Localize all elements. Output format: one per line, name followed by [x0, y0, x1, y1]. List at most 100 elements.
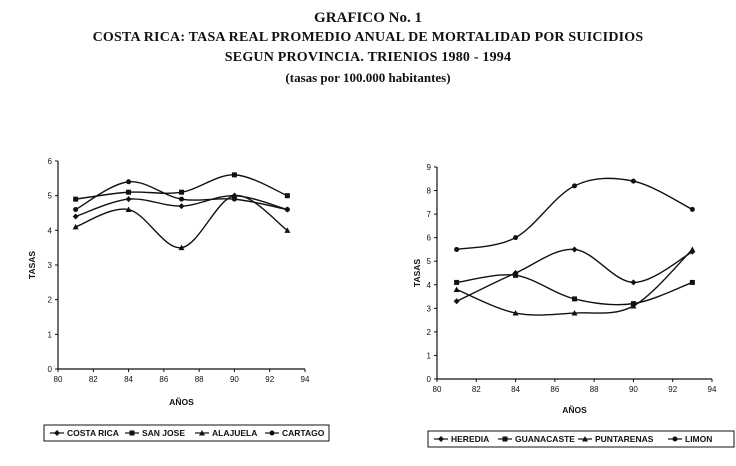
legend-entry-label: PUNTARENAS — [595, 434, 654, 444]
legend-entry-label: COSTA RICA — [67, 428, 119, 438]
data-point — [73, 196, 79, 202]
data-point — [689, 246, 696, 252]
x-tick-label: 80 — [54, 375, 63, 384]
data-point — [512, 310, 519, 316]
data-point — [179, 189, 184, 195]
data-point — [513, 235, 519, 241]
data-point — [571, 246, 578, 253]
y-tick-label: 3 — [427, 304, 432, 313]
x-axis-label: AÑOS — [562, 405, 587, 415]
data-point — [178, 244, 185, 251]
series-line-limon — [456, 177, 693, 251]
x-tick-label: 88 — [590, 385, 599, 394]
x-tick-label: 90 — [629, 385, 638, 394]
x-tick-label: 82 — [89, 375, 98, 384]
data-point — [72, 223, 79, 230]
x-tick-label: 94 — [301, 375, 310, 384]
data-point — [126, 179, 132, 185]
figure-subtitle: SEGUN PROVINCIA. TRIENIOS 1980 - 1994 — [224, 50, 512, 65]
legend-box — [43, 424, 330, 442]
legend-entry-label: SAN JOSE — [142, 428, 185, 438]
chart-header: GRAFICO No. 1 COSTA RICA: TASA REAL PROM… — [0, 8, 736, 88]
y-tick-label: 7 — [427, 210, 432, 219]
data-point — [572, 296, 577, 302]
legend-entry-label: CARTAGO — [282, 428, 325, 438]
x-axis-label: AÑOS — [169, 397, 194, 407]
x-tick-label: 88 — [195, 375, 204, 384]
data-point — [513, 272, 519, 278]
chart-2: 0 1 2 3 4 5 6 7 8 9 80 82 84 86 88 90 92 94 AÑOS TASAS HERED… — [412, 163, 735, 448]
y-tick-label: 4 — [48, 226, 53, 235]
y-tick-label: 2 — [427, 328, 432, 337]
data-point — [231, 196, 237, 202]
y-tick-label: 8 — [427, 187, 432, 196]
data-point — [284, 207, 290, 213]
data-point — [125, 206, 132, 213]
data-point — [126, 189, 132, 195]
chart-1: 0 1 2 3 4 5 6 80 82 84 86 88 90 92 94 AÑOS TASAS COSTA RI… — [27, 157, 330, 442]
data-point — [453, 286, 460, 292]
series-line-heredia — [456, 248, 693, 302]
y-tick-label: 1 — [427, 351, 432, 360]
series-line-san-jose — [75, 174, 288, 200]
data-point — [179, 196, 184, 202]
x-tick-label: 84 — [124, 375, 133, 384]
y-axis-label: TASAS — [27, 251, 37, 280]
legend-swatch-marker — [269, 430, 275, 436]
data-point — [630, 302, 637, 309]
y-tick-label: 6 — [427, 234, 432, 243]
data-point — [231, 172, 237, 178]
figure-units: (tasas por 100.000 habitantes) — [285, 70, 451, 85]
legend-entry-label: ALAJUELA — [212, 428, 257, 438]
legend-swatch-marker — [502, 436, 508, 442]
x-tick-label: 92 — [265, 375, 274, 384]
legend-swatch-marker — [129, 430, 135, 436]
data-point — [72, 213, 79, 220]
legend-swatch-marker — [672, 436, 678, 442]
figure-title: COSTA RICA: TASA REAL PROMEDIO ANUAL DE … — [92, 30, 644, 45]
x-tick-label: 90 — [230, 375, 239, 384]
data-point — [284, 193, 290, 199]
legend-swatch-marker — [54, 430, 60, 436]
y-tick-label: 5 — [48, 192, 53, 201]
data-point — [630, 279, 637, 286]
data-point — [453, 298, 460, 305]
y-tick-label: 1 — [48, 330, 53, 339]
series-line-puntarenas — [456, 248, 693, 316]
y-tick-label: 3 — [48, 261, 53, 270]
x-tick-label: 92 — [668, 385, 677, 394]
legend-entry-label: HEREDIA — [451, 434, 489, 444]
data-point — [454, 246, 460, 252]
legend-box — [427, 430, 735, 448]
data-point — [689, 206, 695, 212]
x-tick-label: 86 — [159, 375, 168, 384]
legend-swatch-marker — [438, 436, 444, 442]
y-tick-label: 5 — [427, 257, 432, 266]
data-point — [73, 207, 79, 213]
y-tick-label: 0 — [427, 375, 432, 384]
legend-swatch-marker — [582, 436, 588, 442]
x-tick-label: 82 — [472, 385, 481, 394]
y-tick-label: 9 — [427, 163, 432, 172]
x-tick-label: 94 — [708, 385, 717, 394]
legend-entry-label: GUANACASTE — [515, 434, 575, 444]
figure-number: GRAFICO No. 1 — [314, 10, 422, 26]
data-point — [284, 227, 291, 233]
legend-entry-label: LIMON — [685, 434, 712, 444]
data-point — [571, 310, 578, 316]
x-tick-label: 86 — [550, 385, 559, 394]
data-point — [231, 192, 238, 199]
y-tick-label: 6 — [48, 157, 53, 166]
legend-swatch-marker — [199, 430, 205, 436]
x-tick-label: 80 — [433, 385, 442, 394]
data-point — [178, 203, 185, 210]
y-axis-label: TASAS — [412, 259, 422, 288]
y-tick-label: 0 — [48, 365, 53, 374]
data-point — [572, 183, 577, 189]
x-tick-label: 84 — [511, 385, 520, 394]
data-point — [689, 279, 695, 285]
y-tick-label: 2 — [48, 296, 53, 305]
data-point — [630, 178, 636, 184]
data-point — [125, 196, 132, 203]
